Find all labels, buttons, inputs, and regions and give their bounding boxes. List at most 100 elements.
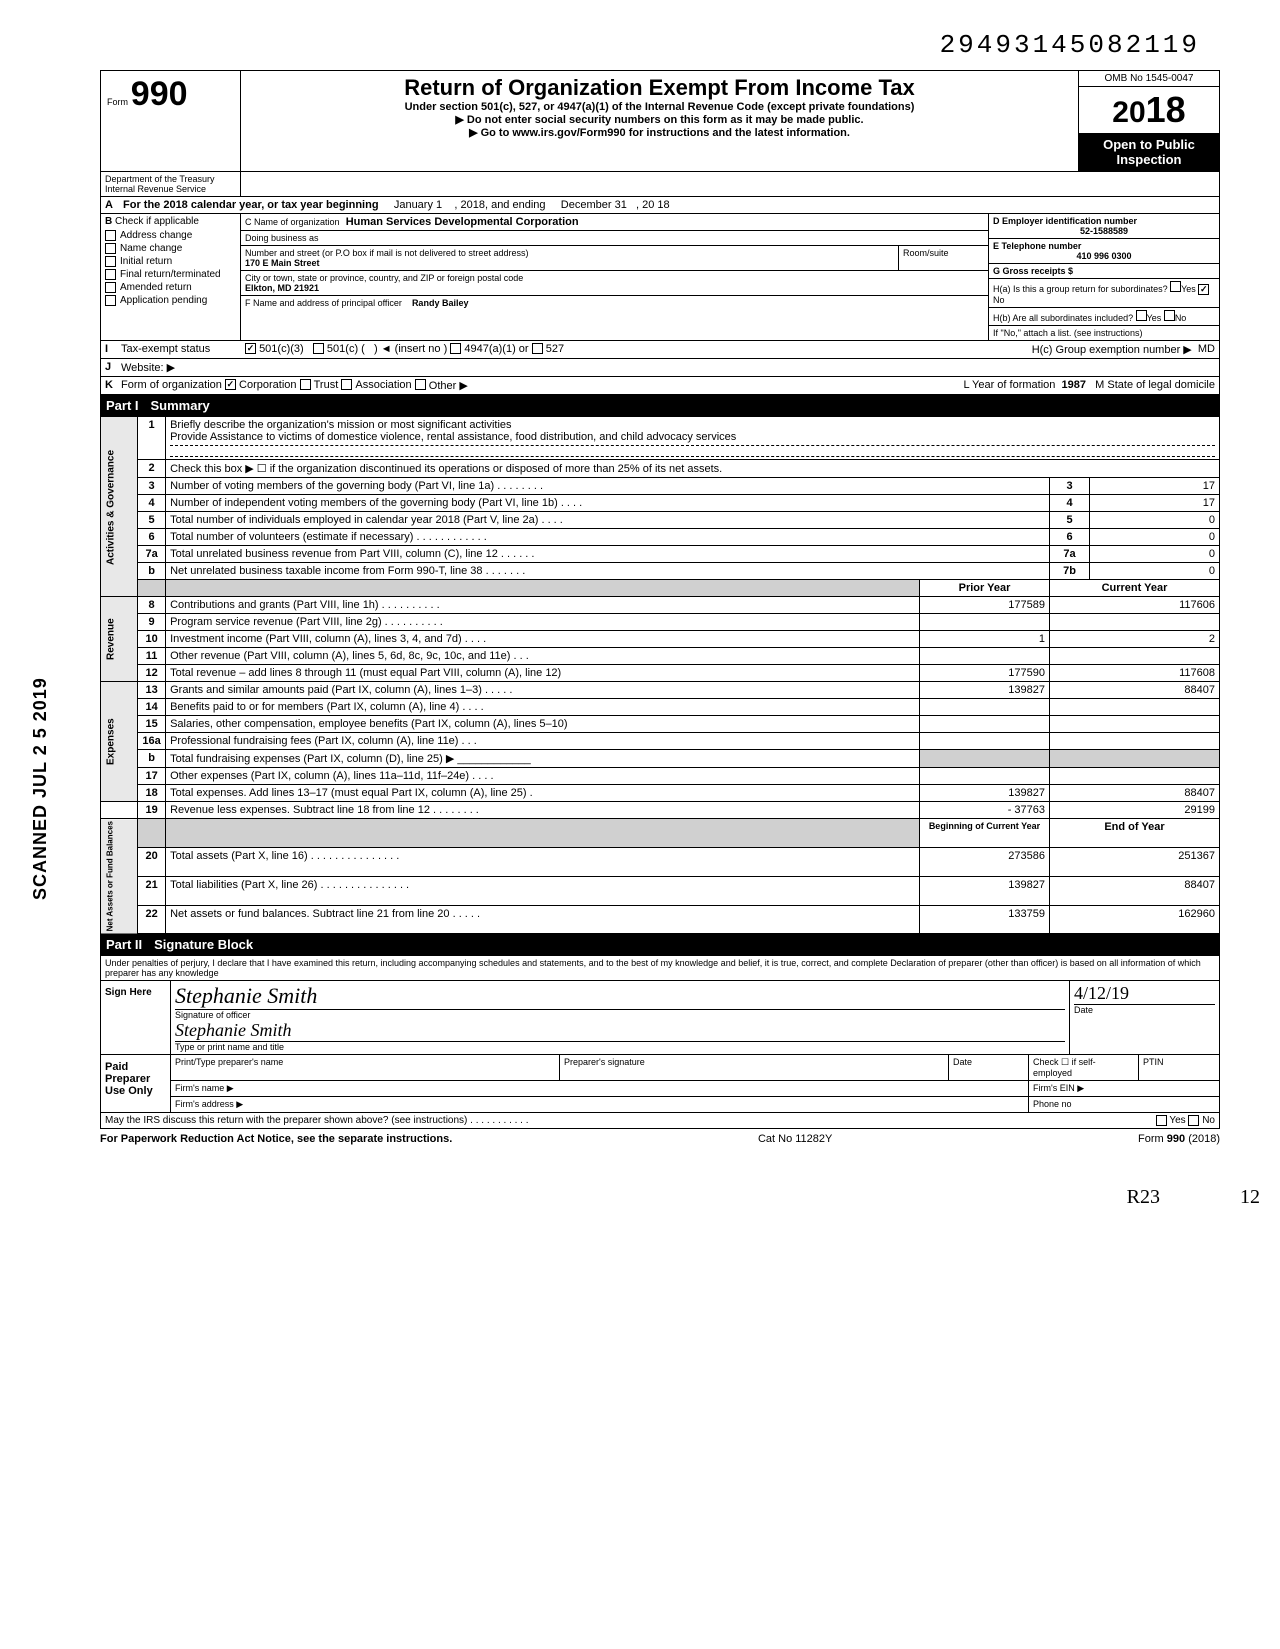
typed-name: Stephanie Smith (175, 1020, 1065, 1041)
cb-association[interactable] (341, 379, 352, 390)
bal-row: 22Net assets or fund balances. Subtract … (101, 905, 1220, 934)
check-if-applicable: Check if applicable (115, 216, 199, 227)
cb-other[interactable] (415, 379, 426, 390)
m-label: M State of legal domicile (1095, 379, 1215, 392)
phone-no-label: Phone no (1029, 1097, 1219, 1112)
line1-text: Provide Assistance to victims of domesti… (170, 431, 736, 443)
ptin-label: PTIN (1139, 1055, 1219, 1080)
form-link: ▶ Go to www.irs.gov/Form990 for instruct… (249, 126, 1070, 139)
opt-501c3: 501(c)(3) (259, 343, 304, 356)
city-label: City or town, state or province, country… (245, 273, 984, 283)
summary-table: Activities & Governance 1 Briefly descri… (100, 416, 1220, 934)
opt-trust: Trust (314, 379, 339, 392)
exp-row: 16aProfessional fundraising fees (Part I… (101, 733, 1220, 750)
sig-date-value: 4/12/19 (1074, 983, 1215, 1004)
exp-row: 14Benefits paid to or for members (Part … (101, 699, 1220, 716)
sig-label: Signature of officer (175, 1009, 1065, 1020)
year-suffix: 18 (1146, 89, 1186, 130)
exp-row: 18Total expenses. Add lines 13–17 (must … (101, 785, 1220, 802)
cb-ha-yes[interactable] (1170, 281, 1181, 292)
rev-row: 12Total revenue – add lines 8 through 11… (101, 665, 1220, 682)
rev-row: 10Investment income (Part VIII, column (… (101, 631, 1220, 648)
sig-date-label: Date (1074, 1004, 1215, 1015)
cb-501c3[interactable] (245, 343, 256, 354)
cb-address-change[interactable] (105, 230, 116, 241)
cb-4947[interactable] (450, 343, 461, 354)
street-label: Number and street (or P.O box if mail is… (245, 248, 894, 258)
prep-name-label: Print/Type preparer's name (171, 1055, 560, 1080)
form-header: Form 990 Return of Organization Exempt F… (100, 70, 1220, 172)
g-label: G Gross receipts $ (993, 266, 1073, 276)
col-begin: Beginning of Current Year (920, 819, 1050, 848)
h-b-label: H(b) Are all subordinates included? (993, 313, 1133, 323)
cb-501c[interactable] (313, 343, 324, 354)
line2: Check this box ▶ ☐ if the organization d… (166, 460, 1220, 478)
cb-name-change[interactable] (105, 243, 116, 254)
hc-label: H(c) Group exemption number ▶ (1032, 343, 1192, 356)
ha-no: No (993, 295, 1005, 305)
omb-number: OMB No 1545-0047 (1079, 71, 1219, 87)
firm-ein-label: Firm's EIN ▶ (1029, 1081, 1219, 1096)
prep-sig-label: Preparer's signature (560, 1055, 949, 1080)
handwritten-12: 12 (1240, 1186, 1260, 1209)
scanned-stamp: SCANNED JUL 2 5 2019 (30, 677, 51, 900)
part1-number: Part I (106, 398, 139, 413)
form-prefix: Form (107, 97, 128, 107)
dln-number: 29493145082119 (100, 30, 1220, 60)
lb-amended-return: Amended return (120, 282, 192, 293)
col-end: End of Year (1050, 819, 1220, 848)
cb-corporation[interactable] (225, 379, 236, 390)
ha-yes: Yes (1181, 284, 1196, 294)
vlabel-revenue: Revenue (101, 597, 138, 682)
exp-row: 19Revenue less expenses. Subtract line 1… (101, 802, 1220, 819)
hb-no: No (1175, 313, 1187, 323)
part1-title: Summary (151, 398, 210, 413)
cb-trust[interactable] (300, 379, 311, 390)
discuss-yes: Yes (1169, 1115, 1185, 1126)
ein-value: 52-1588589 (1080, 226, 1128, 236)
gov-row: 7aTotal unrelated business revenue from … (101, 546, 1220, 563)
cb-ha-no[interactable] (1198, 284, 1209, 295)
opt-501c: 501(c) ( (327, 343, 365, 356)
rev-row: 11Other revenue (Part VIII, column (A), … (101, 648, 1220, 665)
year-prefix: 20 (1112, 96, 1145, 129)
cb-hb-yes[interactable] (1136, 310, 1147, 321)
form-title: Return of Organization Exempt From Incom… (249, 75, 1070, 101)
line-a-begin: January 1 (394, 199, 442, 211)
line-a-label: For the 2018 calendar year, or tax year … (123, 199, 379, 211)
hb-yes: Yes (1147, 313, 1162, 323)
h-a-label: H(a) Is this a group return for subordin… (993, 284, 1168, 294)
c-name-label: C Name of organization (245, 217, 340, 227)
form-number: 990 (131, 75, 188, 113)
street-value: 170 E Main Street (245, 258, 320, 268)
lb-application-pending: Application pending (120, 295, 207, 306)
org-name: Human Services Developmental Corporation (346, 216, 579, 228)
gov-row: 4Number of independent voting members of… (101, 495, 1220, 512)
lb-address-change: Address change (120, 230, 192, 241)
form-warning: ▶ Do not enter social security numbers o… (249, 113, 1070, 126)
room-suite-label: Room/suite (898, 246, 988, 270)
footer-right: Form 990 (2018) (1138, 1133, 1220, 1145)
e-label: E Telephone number (993, 241, 1081, 251)
footer-mid: Cat No 11282Y (758, 1133, 832, 1145)
officer-value: Randy Bailey (412, 298, 469, 308)
cb-hb-no[interactable] (1164, 310, 1175, 321)
bal-row: 20Total assets (Part X, line 16) . . . .… (101, 847, 1220, 876)
officer-signature: Stephanie Smith (175, 983, 1065, 1009)
cb-final-return[interactable] (105, 269, 116, 280)
line1-label: Briefly describe the organization's miss… (170, 419, 511, 431)
cb-527[interactable] (532, 343, 543, 354)
vlabel-balances: Net Assets or Fund Balances (101, 819, 138, 934)
line-a-mid: , 2018, and ending (454, 199, 545, 211)
form-org-label: Form of organization (121, 379, 222, 392)
cb-application-pending[interactable] (105, 295, 116, 306)
footer-left: For Paperwork Reduction Act Notice, see … (100, 1133, 452, 1145)
cb-amended-return[interactable] (105, 282, 116, 293)
cb-discuss-yes[interactable] (1156, 1115, 1167, 1126)
website-label: Website: ▶ (121, 361, 175, 374)
l-value: 1987 (1062, 379, 1086, 392)
cb-initial-return[interactable] (105, 256, 116, 267)
cb-discuss-no[interactable] (1188, 1115, 1199, 1126)
paid-preparer-label: Paid Preparer Use Only (101, 1055, 171, 1112)
h-note: If "No," attach a list. (see instruction… (989, 326, 1219, 340)
